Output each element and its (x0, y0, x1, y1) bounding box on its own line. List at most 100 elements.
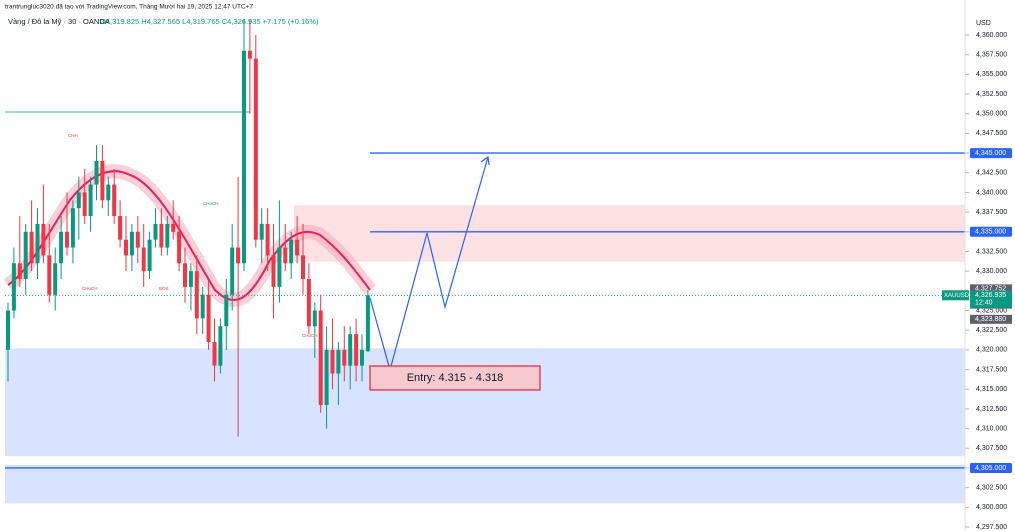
candle-body (141, 247, 146, 272)
price-tag-label: 4,323.880 (975, 316, 1006, 323)
candle-body (360, 349, 364, 366)
candle-body (35, 223, 40, 264)
price-tag-label: 4,305.000 (975, 465, 1006, 472)
candle-body (112, 184, 117, 217)
y-tick-label: 4,332.500 (976, 248, 1007, 255)
candle-body (47, 255, 52, 295)
y-tick-label: 4,312.500 (976, 406, 1007, 413)
entry-label: Entry: 4.315 - 4.318 (407, 372, 504, 384)
y-tick-label: 4,342.500 (976, 170, 1007, 177)
candle-body (306, 279, 311, 327)
price-tag-label: 4,335.000 (975, 229, 1006, 236)
y-tick-label: 4,300.000 (976, 504, 1007, 511)
structure-label: BOS (159, 286, 169, 291)
candle-body (289, 239, 294, 264)
currency-label: USD (976, 20, 991, 27)
y-tick-label: 4,310.000 (976, 425, 1007, 432)
candle-body (118, 216, 123, 240)
candle-body (194, 271, 199, 319)
candle-body (230, 247, 235, 295)
candle-body (23, 231, 28, 280)
price-tag (970, 314, 1012, 324)
price-tag (970, 462, 1012, 473)
candle-body (11, 263, 16, 311)
price-tag (970, 226, 1012, 237)
candle-body (236, 247, 241, 264)
candle-body (171, 223, 176, 232)
y-tick-label: 4,320.000 (976, 347, 1007, 354)
ohlc-readout: O4,319.825 H4,327.565 L4,319.765 C4,326.… (100, 17, 319, 26)
candle-body (348, 334, 353, 366)
symbol-tag (942, 290, 969, 301)
candle-body (318, 310, 323, 405)
y-tick-label: 4,350.000 (976, 111, 1007, 118)
candle-body (206, 294, 211, 343)
candle-body (53, 263, 58, 295)
candle-body (59, 231, 64, 264)
y-tick-label: 4,355.000 (976, 71, 1007, 78)
candle-body (17, 263, 22, 280)
candle-body (212, 342, 217, 366)
price-tag-label: 4,326.935 (975, 292, 1006, 299)
price-tag-label: 4,345.000 (975, 150, 1006, 157)
candle-body (129, 231, 134, 256)
y-tick-label: 4,302.500 (976, 484, 1007, 491)
y-tick-label: 4,317.500 (976, 366, 1007, 373)
candle-body (200, 294, 205, 319)
candle-body (65, 231, 69, 248)
price-tag (970, 148, 1012, 159)
candle-body (159, 223, 164, 248)
y-tick-label: 4,307.500 (976, 445, 1007, 452)
candle-body (153, 223, 158, 240)
y-tick-label: 4,315.000 (976, 386, 1007, 393)
candle-body (188, 271, 193, 287)
y-tick-label: 4,325.000 (976, 307, 1007, 314)
candle-body (259, 223, 264, 240)
candle-body (177, 231, 182, 264)
structure-label: CHoCH (82, 286, 98, 291)
candle-body (324, 349, 329, 405)
candle-body (70, 208, 75, 248)
structure-label: CHoCH (203, 201, 219, 206)
structure-label: CHoCH (302, 333, 318, 338)
candle-body (183, 263, 187, 287)
indicator-line (7, 170, 371, 301)
candle-body (312, 310, 317, 327)
candle-body (283, 247, 288, 264)
candle-body (224, 294, 229, 327)
candle-body (41, 223, 46, 256)
candle-body (265, 223, 270, 256)
y-tick-label: 4,357.500 (976, 52, 1007, 59)
candle-body (271, 255, 276, 287)
candle-body (88, 184, 93, 217)
candle-body (165, 223, 170, 248)
y-tick-label: 4,347.500 (976, 130, 1007, 137)
candle-body (82, 192, 87, 217)
candle-body (301, 255, 305, 280)
candle-body (354, 334, 359, 366)
y-tick-label: 4,322.500 (976, 327, 1007, 334)
candle-body (135, 231, 140, 248)
y-tick-label: 4,352.500 (976, 91, 1007, 98)
candle-body (253, 58, 258, 240)
price-tag-label: 4,327.752 (975, 286, 1006, 293)
projection-arrow (480, 155, 490, 166)
candle-body (147, 239, 152, 272)
candle-body (29, 231, 34, 264)
structure-label: CHH (68, 133, 78, 138)
symbol-title: Vàng / Đô la Mỹ · 30 · OANDA (8, 17, 110, 26)
zone (294, 205, 965, 262)
candle-body (342, 349, 347, 366)
candle-body (100, 160, 105, 201)
candle-body (242, 50, 246, 264)
price-tag (970, 290, 1012, 308)
candle-body (365, 295, 370, 352)
candle-body (330, 349, 335, 374)
candle-body (295, 239, 300, 256)
candle-body (247, 50, 252, 59)
projection-path (369, 156, 489, 373)
price-tag-time: 12:40 (975, 300, 993, 307)
entry-box (369, 365, 541, 391)
